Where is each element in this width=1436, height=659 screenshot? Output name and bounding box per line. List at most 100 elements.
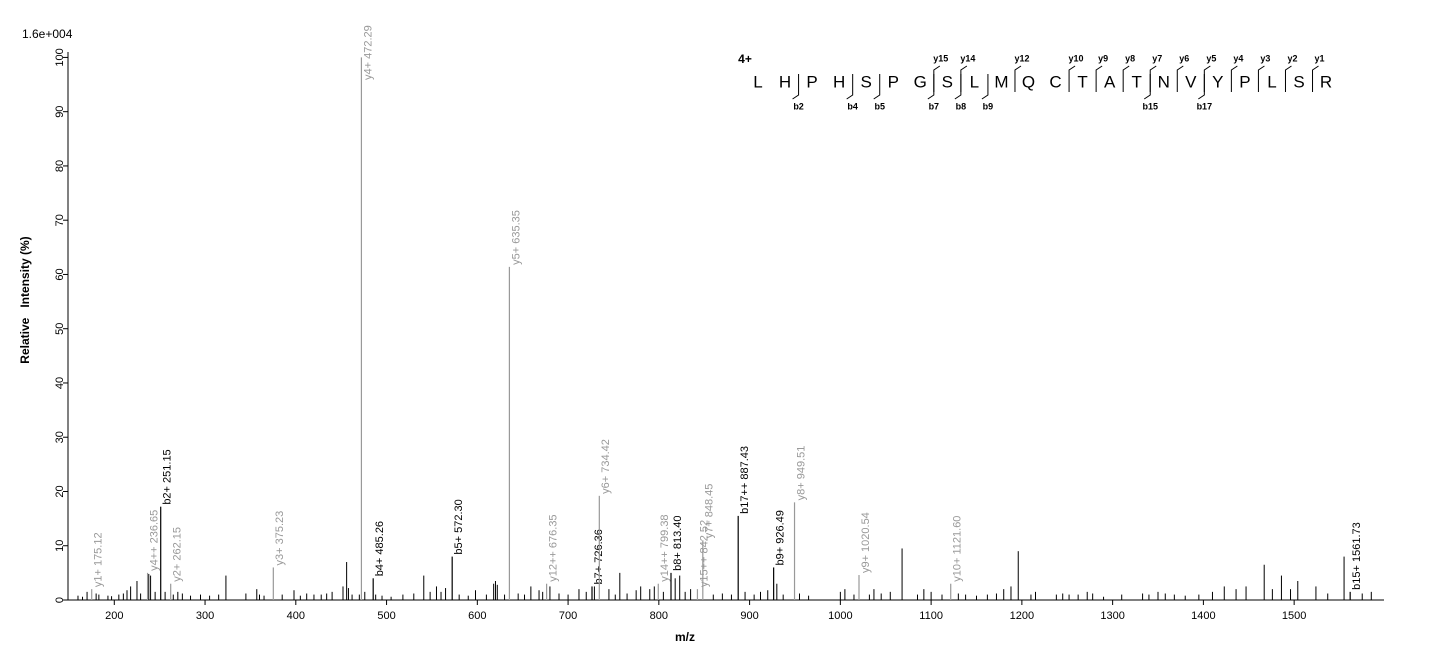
x-tick-label: 900 bbox=[740, 610, 758, 622]
x-tick-label: 1200 bbox=[1010, 610, 1034, 622]
y-ion-marker bbox=[1284, 65, 1292, 92]
residue: P bbox=[806, 72, 817, 91]
y-ion-label: y2 bbox=[1287, 53, 1297, 63]
y-ion-label: y3 bbox=[1260, 53, 1270, 63]
b-ion-label: b4 bbox=[847, 101, 858, 111]
charge-state: 4+ bbox=[738, 52, 752, 66]
y-tick-label: 50 bbox=[54, 323, 66, 335]
y-ion-marker bbox=[1095, 65, 1103, 92]
peak-label: y10+ 1121.60 bbox=[952, 516, 964, 582]
y-ion-label: y7 bbox=[1152, 53, 1162, 63]
peak-label: y1+ 175.12 bbox=[93, 532, 105, 587]
residue: H bbox=[833, 72, 845, 91]
residue: R bbox=[1320, 72, 1332, 91]
x-tick-label: 1100 bbox=[919, 610, 943, 622]
y-ion-label: y12 bbox=[1014, 53, 1029, 63]
intensity-scale: 1.6e+004 bbox=[22, 27, 73, 41]
x-tick-label: 600 bbox=[468, 610, 486, 622]
residue: S bbox=[942, 72, 953, 91]
peak-label: y3+ 375.23 bbox=[274, 511, 286, 566]
x-tick-label: 700 bbox=[559, 610, 577, 622]
residue: G bbox=[914, 72, 927, 91]
b-ion-label: b8 bbox=[956, 101, 967, 111]
y-ion-marker bbox=[1257, 65, 1265, 92]
x-tick-label: 1000 bbox=[828, 610, 852, 622]
y-ion-marker bbox=[1230, 65, 1238, 92]
y-ion-marker bbox=[1068, 65, 1076, 92]
x-tick-label: 1300 bbox=[1100, 610, 1124, 622]
b-ion-label: b15 bbox=[1142, 101, 1158, 111]
residue: S bbox=[1293, 72, 1304, 91]
peak-label: y9+ 1020.54 bbox=[860, 512, 872, 573]
b-ion-label: b7 bbox=[929, 101, 940, 111]
residue: Q bbox=[1022, 72, 1035, 91]
b-ion-marker bbox=[792, 74, 800, 100]
residue: L bbox=[970, 72, 979, 91]
peak-label: b5+ 572.30 bbox=[453, 499, 465, 554]
residue: T bbox=[1132, 72, 1142, 91]
b-ion-marker bbox=[1143, 74, 1151, 100]
y-ion-label: y1 bbox=[1315, 53, 1325, 63]
residue: Y bbox=[1212, 72, 1223, 91]
peak-label: y2+ 262.15 bbox=[172, 527, 184, 582]
peak-label: y4+ 472.29 bbox=[362, 25, 374, 80]
residue: H bbox=[779, 72, 791, 91]
residue: P bbox=[1239, 72, 1250, 91]
y-tick-label: 60 bbox=[54, 268, 66, 280]
peak-label: y7+ 848.45 bbox=[704, 484, 716, 539]
y-ion-marker bbox=[1122, 65, 1130, 92]
residue: V bbox=[1185, 72, 1197, 91]
y-ion-label: y4 bbox=[1233, 53, 1243, 63]
y-ion-label: y14 bbox=[960, 53, 975, 63]
b-ion-marker bbox=[927, 74, 935, 100]
x-tick-label: 800 bbox=[650, 610, 668, 622]
y-ion-marker bbox=[1312, 65, 1319, 92]
y-ion-marker bbox=[933, 65, 941, 92]
x-tick-label: 1500 bbox=[1282, 610, 1306, 622]
b-ion-label: b9 bbox=[983, 101, 994, 111]
y-tick-label: 0 bbox=[54, 597, 66, 603]
y-ion-label: y8 bbox=[1125, 53, 1135, 63]
y-ion-marker bbox=[1014, 65, 1022, 92]
residue: N bbox=[1158, 72, 1170, 91]
y-ion-label: y6 bbox=[1179, 53, 1189, 63]
residue: C bbox=[1049, 72, 1061, 91]
b-ion-marker bbox=[1198, 74, 1205, 100]
peak-label: y12++ 676.35 bbox=[548, 514, 560, 581]
y-ion-label: y10 bbox=[1069, 53, 1084, 63]
y-ion-marker bbox=[1149, 65, 1157, 92]
y-ion-marker bbox=[1203, 65, 1211, 92]
peak-label: b2+ 251.15 bbox=[162, 449, 174, 504]
peak-label: b9+ 926.49 bbox=[775, 510, 787, 565]
y-ion-marker bbox=[1176, 65, 1184, 92]
y-tick-label: 30 bbox=[54, 431, 66, 443]
x-tick-label: 1400 bbox=[1191, 610, 1215, 622]
x-tick-label: 200 bbox=[105, 610, 123, 622]
x-tick-label: 500 bbox=[377, 610, 395, 622]
peak-label: y14++ 799.38 bbox=[659, 514, 671, 581]
y-ion-label: y15 bbox=[933, 53, 948, 63]
residue: L bbox=[753, 72, 762, 91]
residue: T bbox=[1077, 72, 1087, 91]
peak-label: b17++ 887.43 bbox=[739, 446, 751, 514]
residue: M bbox=[994, 72, 1008, 91]
y-axis-label: Relative Intensity (%) bbox=[18, 236, 32, 363]
b-ion-marker bbox=[846, 74, 854, 100]
y-ion-label: y5 bbox=[1206, 53, 1216, 63]
x-axis-label: m/z bbox=[675, 630, 695, 644]
b-ion-marker bbox=[873, 74, 881, 100]
x-tick-label: 300 bbox=[196, 610, 214, 622]
y-tick-label: 40 bbox=[54, 377, 66, 389]
b-ion-marker bbox=[954, 74, 962, 100]
b-ion-label: b5 bbox=[874, 101, 885, 111]
y-tick-label: 70 bbox=[54, 214, 66, 226]
peak-label: b15+ 1561.73 bbox=[1351, 522, 1363, 590]
y-tick-label: 20 bbox=[54, 485, 66, 497]
peak-label: y15++ 842.52 bbox=[698, 520, 710, 587]
y-tick-label: 10 bbox=[54, 540, 66, 552]
x-tick-label: 400 bbox=[287, 610, 305, 622]
peak-label: b4+ 485.26 bbox=[374, 521, 386, 576]
residue: P bbox=[888, 72, 899, 91]
peak-label: y8+ 949.51 bbox=[795, 446, 807, 501]
